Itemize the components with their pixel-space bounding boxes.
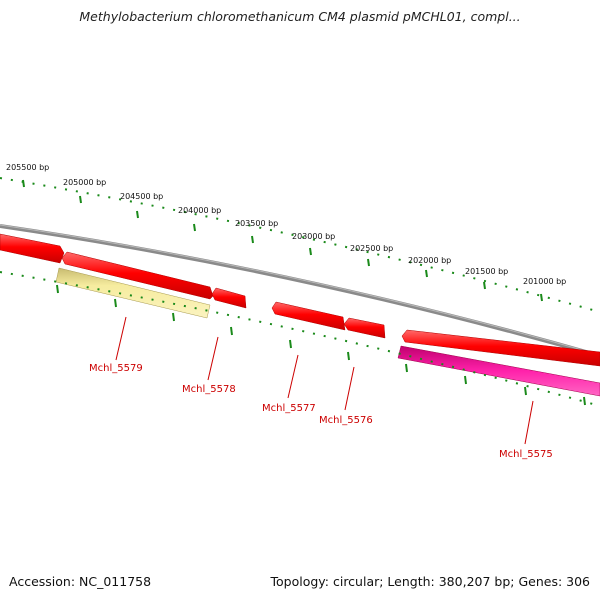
ruler-label: 203000 bp [292,232,335,241]
ruler-label: 203500 bp [235,219,278,228]
cds-arrow-mchl-5578[interactable] [211,287,247,309]
gene-label-mchl-5575[interactable]: Mchl_5575 [499,449,553,460]
topology-text: Topology: circular; Length: 380,207 bp; … [270,574,591,589]
leader-line [344,366,355,411]
inner-ruler [0,271,600,407]
cds-arrow[interactable] [61,251,214,300]
minus-strand-features [55,267,600,397]
inner-ruler-major-ticks [56,284,586,406]
map-title: Methylobacterium chloromethanicum CM4 pl… [79,9,521,24]
leader-line [287,354,299,399]
gene-label-mchl-5577[interactable]: Mchl_5577 [262,403,316,414]
leader-line [207,336,219,381]
ruler-label: 201000 bp [523,277,566,286]
cds-arrow-mchl-5576[interactable] [343,317,386,339]
gene-label-mchl-5579[interactable]: Mchl_5579 [89,363,143,374]
plasmid-backbone [0,224,600,358]
gene-label-texts: Mchl_5579 Mchl_5578 Mchl_5577 Mchl_5576 … [89,363,553,460]
leader-line [115,316,127,361]
cds-arrow[interactable] [0,233,65,264]
gene-label-mchl-5578[interactable]: Mchl_5578 [182,384,236,395]
gene-label-mchl-5576[interactable]: Mchl_5576 [319,415,373,426]
gene-labels [115,316,534,445]
ruler-label: 205500 bp [6,163,49,172]
cds-arrow[interactable] [401,329,600,367]
outer-ruler-major-ticks [22,179,543,302]
ruler-label: 201500 bp [465,267,508,276]
outer-ruler-minor-ticks [0,177,600,313]
ruler-label: 205000 bp [63,178,106,187]
ruler-label: 204500 bp [120,192,163,201]
inner-ruler-minor-ticks [0,271,600,407]
feature-mchl-5579[interactable] [55,267,211,319]
ruler-labels: 205500 bp 205000 bp 204500 bp 204000 bp … [6,163,566,286]
ruler-label: 204000 bp [178,206,221,215]
plus-strand-features [0,233,600,367]
cds-arrow-mchl-5577[interactable] [271,301,346,331]
ruler-label: 202500 bp [350,244,393,253]
leader-line [524,400,534,445]
plasmid-backbone-highlight [0,224,600,356]
accession-text: Accession: NC_011758 [9,574,152,589]
ruler-label: 202000 bp [408,256,451,265]
outer-ruler: 205500 bp 205000 bp 204500 bp 204000 bp … [0,163,600,313]
